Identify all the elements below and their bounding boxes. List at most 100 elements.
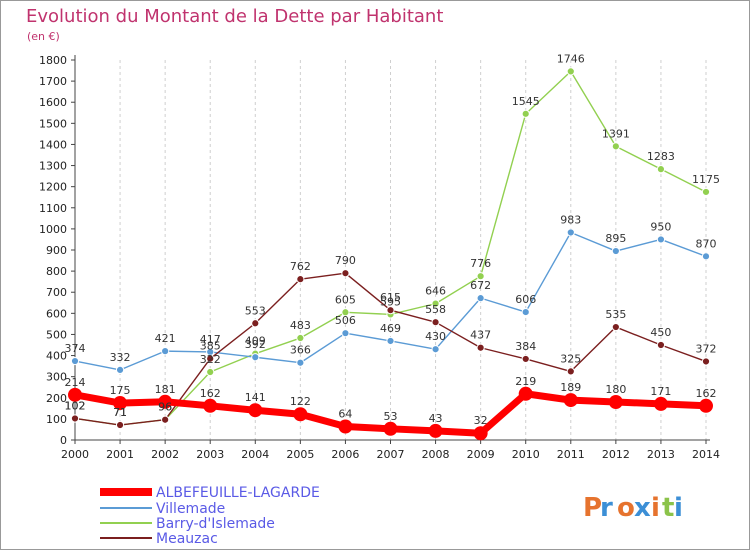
data-point [296, 275, 305, 284]
x-tick-label: 2007 [377, 448, 405, 461]
data-point [701, 187, 711, 197]
data-point [518, 386, 533, 401]
data-label: 141 [245, 391, 266, 404]
y-tick-label: 1000 [39, 223, 67, 236]
data-label: 1545 [512, 95, 540, 108]
data-point [476, 343, 485, 352]
data-label: 385 [200, 340, 221, 353]
data-label: 437 [470, 329, 491, 342]
data-point [521, 109, 530, 118]
data-label: 417 [200, 333, 221, 346]
y-tick-label: 1300 [39, 160, 67, 173]
data-label: 96 [158, 401, 172, 414]
data-point [341, 308, 350, 317]
brand-letter: r [600, 493, 613, 523]
data-point [115, 420, 125, 430]
data-label: 372 [696, 342, 717, 355]
data-point [431, 345, 440, 354]
y-tick-label: 1100 [39, 202, 67, 215]
data-label: 71 [113, 406, 127, 419]
data-label: 983 [560, 213, 581, 226]
legend-label: ALBEFEUILLE-LAGARDE [156, 485, 320, 501]
data-label: 469 [380, 322, 401, 335]
data-label: 1175 [692, 173, 720, 186]
series-layer [68, 67, 713, 441]
brand-letter: i [651, 493, 660, 523]
data-point [566, 228, 575, 237]
x-tick-label: 2000 [61, 448, 89, 461]
data-label: 553 [245, 304, 266, 317]
y-tick-label: 600 [46, 307, 67, 320]
data-label: 595 [380, 295, 401, 308]
y-tick-label: 1400 [39, 138, 67, 151]
data-point [341, 269, 350, 278]
data-point [611, 322, 620, 332]
data-label: 430 [425, 330, 446, 343]
brand-letter: i [674, 493, 683, 523]
data-label: 53 [384, 410, 398, 423]
data-point [158, 394, 173, 409]
data-label: 102 [65, 399, 86, 412]
data-point [656, 340, 666, 350]
x-tick-label: 2010 [512, 448, 540, 461]
data-point [563, 393, 578, 408]
data-label: 332 [110, 351, 131, 364]
axes: 0 100 200 300 400 500 600 700 800 900 1000 1100 1200… [39, 54, 720, 461]
brand-letter: o [617, 493, 635, 523]
data-point [70, 414, 80, 423]
data-label: 762 [290, 260, 311, 273]
data-label: 392 [245, 338, 266, 351]
y-tick-label: 700 [46, 286, 67, 299]
data-label: 1283 [647, 150, 675, 163]
data-label: 162 [200, 387, 221, 400]
data-label: 558 [425, 303, 446, 316]
legend-label: Meauzac [156, 531, 218, 547]
data-point [476, 272, 485, 281]
data-label: 102 [65, 399, 86, 412]
data-label: 384 [515, 340, 536, 353]
x-tick-label: 2011 [557, 448, 585, 461]
data-point [248, 403, 263, 418]
y-tick-label: 500 [46, 328, 67, 341]
data-point [296, 358, 305, 367]
data-point [296, 333, 305, 343]
data-point [608, 395, 623, 409]
x-tick-label: 2006 [331, 448, 359, 461]
data-label: 1746 [557, 52, 585, 65]
x-tick-label: 2002 [151, 448, 179, 461]
data-label: 895 [605, 232, 626, 245]
x-tick-label: 2008 [422, 448, 450, 461]
data-point [521, 307, 530, 317]
brand-letter: t [662, 493, 674, 523]
x-tick-label: 2001 [106, 448, 134, 461]
data-label: 870 [696, 237, 717, 250]
y-tick-label: 300 [46, 371, 67, 384]
data-point [341, 329, 350, 338]
data-label: 43 [429, 412, 443, 425]
data-point [115, 365, 125, 375]
x-tick-label: 2014 [692, 448, 720, 461]
data-point [428, 423, 443, 438]
data-point [476, 294, 485, 303]
y-tick-label: 900 [46, 244, 67, 257]
x-tick-label: 2013 [647, 448, 675, 461]
data-label: 483 [290, 319, 311, 332]
data-label: 421 [155, 332, 176, 345]
data-labels: 214 175 181 162 141 122 64 53 43 32 219 189 180 171 16… [65, 52, 721, 427]
data-label: 646 [425, 285, 446, 298]
data-point [656, 165, 666, 174]
brand-letter: x [634, 493, 651, 523]
data-label: 506 [335, 314, 356, 327]
legend-label: Villemade [156, 501, 225, 517]
data-label: 171 [650, 385, 671, 398]
data-point [701, 252, 711, 261]
data-label: 535 [605, 308, 626, 321]
x-tick-label: 2003 [196, 448, 224, 461]
data-point [656, 235, 666, 244]
data-point [653, 396, 668, 411]
data-point [206, 367, 215, 377]
y-tick-label: 1700 [39, 75, 67, 88]
data-point [566, 67, 575, 76]
